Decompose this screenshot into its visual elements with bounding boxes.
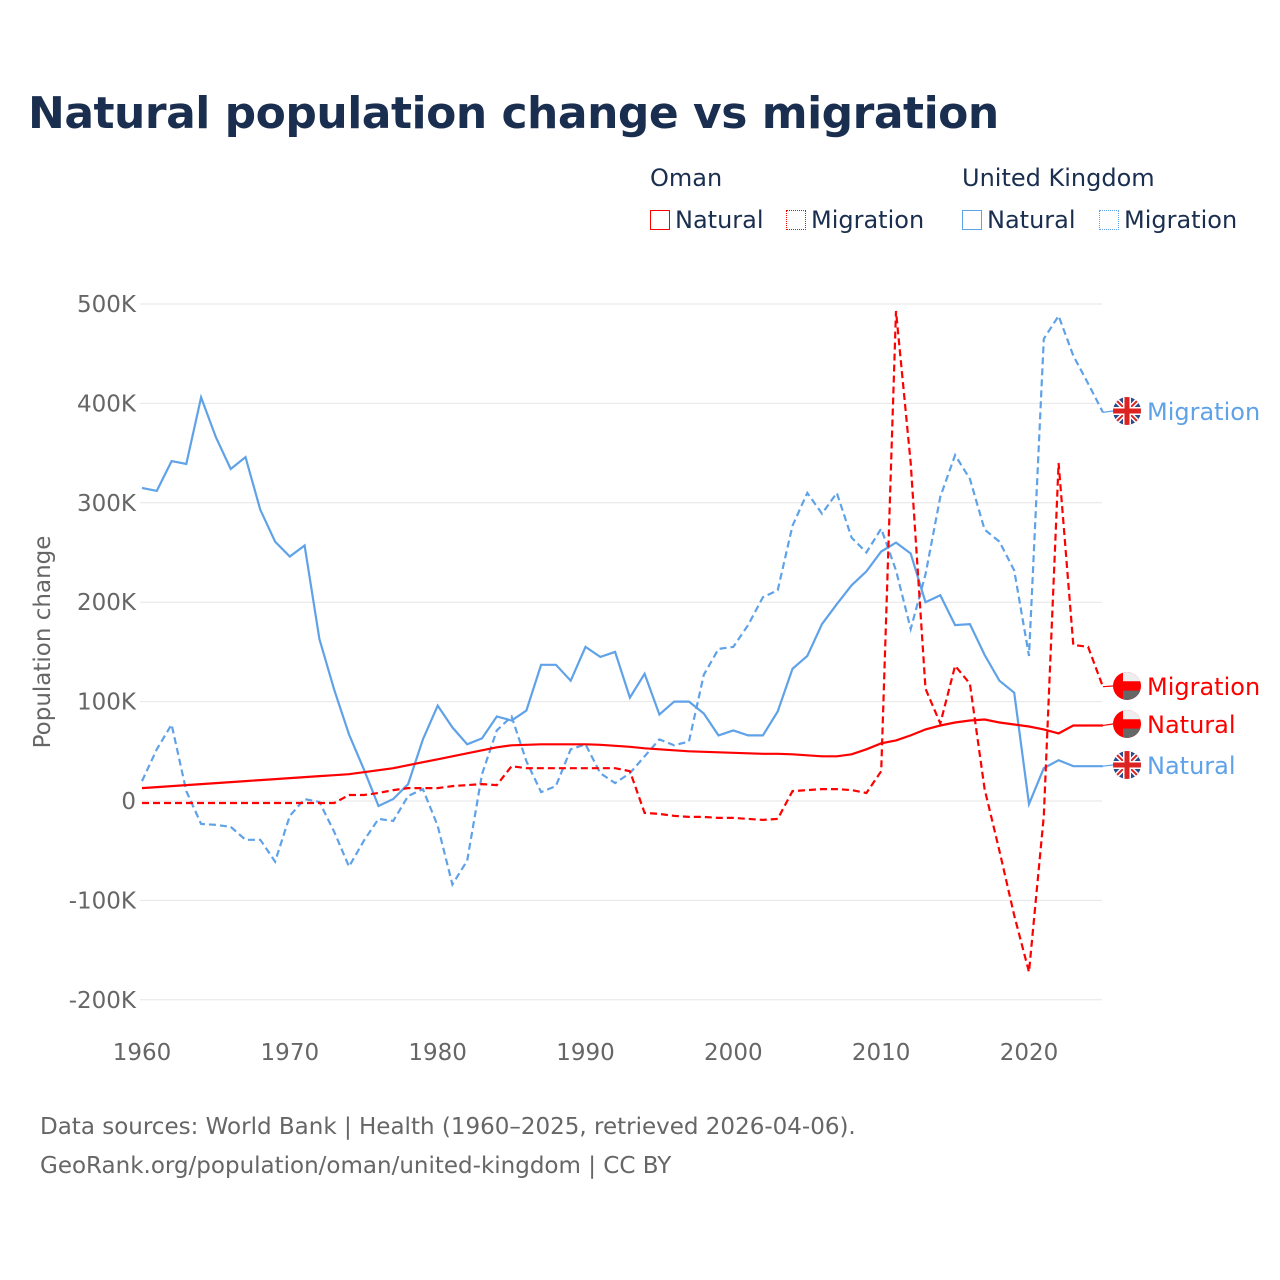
series-line-oman-migration: [142, 310, 1104, 973]
series-end-label: Migration: [1147, 398, 1260, 426]
y-axis-label: Population change: [30, 536, 56, 749]
legend-swatch-dotted: [1099, 210, 1119, 230]
series-line-oman-natural: [141, 718, 1103, 790]
y-tick-label: 200K: [77, 590, 137, 616]
series-end-label: Natural: [1147, 711, 1236, 739]
y-tick-label: -200K: [69, 988, 137, 1014]
oman-flag-icon: [1113, 710, 1141, 738]
x-tick-label: 2020: [1000, 1040, 1059, 1066]
x-tick-label: 1990: [556, 1040, 615, 1066]
uk-flag-icon: [1113, 397, 1141, 425]
series-end-label: Natural: [1147, 752, 1236, 780]
series-end-label: Migration: [1147, 673, 1260, 701]
end-label-oman-migration: Migration: [1102, 672, 1260, 701]
label-connector: [1102, 723, 1114, 727]
end-label-united-kingdom-migration: Migration: [1102, 397, 1260, 426]
series-line-united-kingdom-natural: [141, 393, 1103, 809]
x-tick-label: 1970: [261, 1040, 320, 1066]
source-line-1: Data sources: World Bank | Health (1960–…: [40, 1114, 856, 1140]
label-connector: [1102, 764, 1113, 767]
x-tick-label: 1960: [113, 1040, 172, 1066]
x-tick-label: 2000: [704, 1040, 763, 1066]
series-line-united-kingdom-migration: [141, 313, 1104, 888]
legend-swatch-solid: [650, 210, 670, 230]
end-label-oman-natural: Natural: [1102, 710, 1236, 739]
legend-label: Migration: [811, 206, 925, 234]
legend-item-uk-natural[interactable]: Natural: [962, 206, 1076, 234]
chart-title: Natural population change vs migration: [28, 88, 999, 139]
label-connector: [1102, 685, 1113, 688]
legend-label: Natural: [675, 206, 764, 234]
legend-swatch-solid: [962, 210, 982, 230]
y-tick-label: 500K: [77, 292, 137, 318]
y-tick-label: 0: [121, 789, 136, 815]
source-note: Data sources: World Bank | Health (1960–…: [40, 1108, 856, 1186]
x-tick-label: 1980: [408, 1040, 467, 1066]
oman-flag-icon: [1113, 672, 1141, 700]
legend-group-oman: Oman: [650, 164, 723, 192]
label-connector: [1102, 410, 1113, 413]
uk-flag-icon: [1113, 751, 1141, 779]
source-line-2[interactable]: GeoRank.org/population/oman/united-kingd…: [40, 1153, 672, 1179]
y-tick-label: 300K: [77, 491, 137, 517]
x-tick-label: 2010: [852, 1040, 911, 1066]
legend-swatch-dotted: [786, 210, 806, 230]
legend-item-oman-migration[interactable]: Migration: [786, 206, 924, 234]
end-label-united-kingdom-natural: Natural: [1102, 751, 1236, 780]
legend-item-uk-migration[interactable]: Migration: [1099, 206, 1237, 234]
legend-group-uk: United Kingdom: [962, 164, 1155, 192]
y-tick-label: 100K: [77, 690, 137, 716]
y-tick-label: -100K: [69, 888, 137, 914]
legend-label: Natural: [987, 206, 1076, 234]
legend-label: Migration: [1124, 206, 1238, 234]
y-tick-label: 400K: [77, 391, 137, 417]
legend-item-oman-natural[interactable]: Natural: [650, 206, 764, 234]
